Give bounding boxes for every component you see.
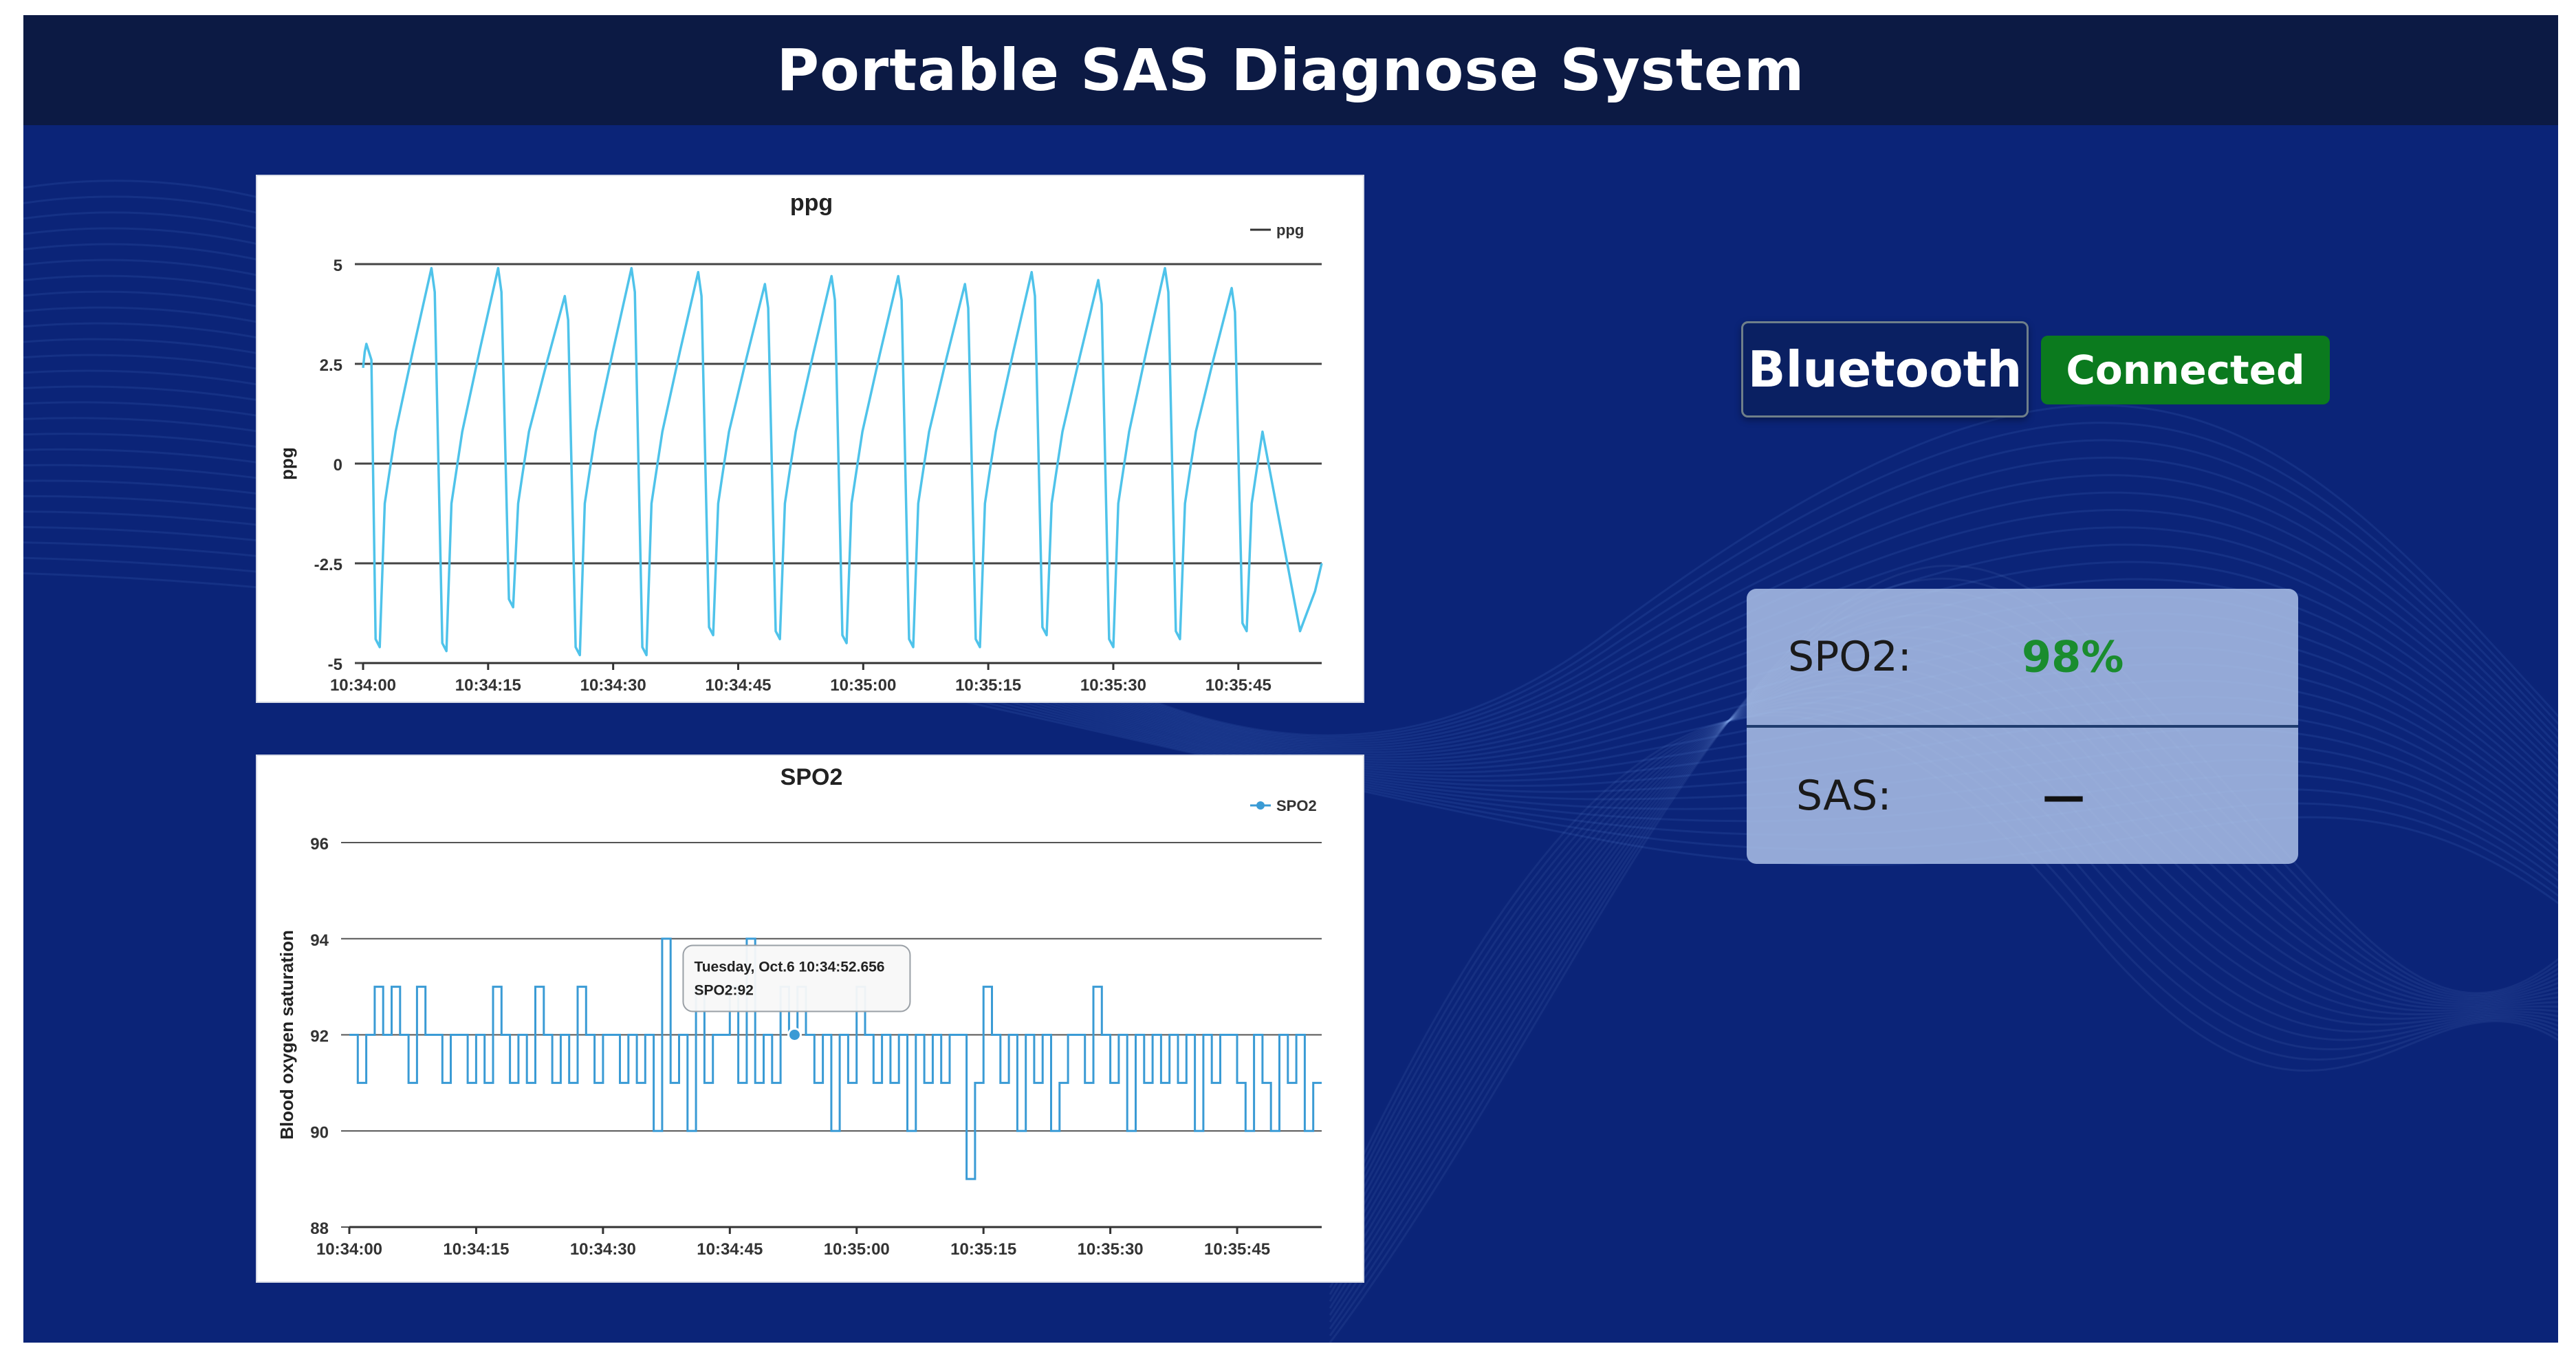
- bluetooth-button[interactable]: Bluetooth: [1741, 321, 2029, 418]
- ppg-chart-panel: ppg 5 2.5 0 -2.5 -5 10:34:00 10:34:15 10:34:30 10…: [256, 175, 1364, 703]
- ppg-series-line: [362, 267, 1323, 657]
- y-tick-label: 5: [334, 257, 342, 275]
- x-tick-label: 10:35:30: [1080, 676, 1146, 695]
- x-tick-label: 10:34:15: [455, 676, 521, 695]
- spo2-readout-value: 98%: [2022, 631, 2124, 682]
- y-tick-label: 92: [310, 1028, 329, 1046]
- sas-readout-label: SAS:: [1796, 772, 1892, 820]
- spo2-chart-panel: SPO2 96 94 92 90 88 10:34:00 10:34:15 10:34:30 10…: [256, 755, 1364, 1283]
- x-tick-label: 10:34:30: [580, 676, 646, 695]
- y-tick-label: -5: [328, 655, 342, 674]
- ppg-chart: ppg 5 2.5 0 -2.5 -5 10:34:00 10:34:15 10:34:30 10…: [276, 190, 1323, 695]
- spo2-readout-label: SPO2:: [1788, 633, 1912, 681]
- x-tick-label: 10:34:45: [705, 676, 771, 695]
- sas-readout-row: SAS: —: [1747, 728, 2298, 864]
- x-tick-label: 10:34:30: [570, 1240, 636, 1259]
- spo2-readout-row: SPO2: 98%: [1747, 589, 2298, 728]
- spo2-chart: SPO2 96 94 92 90 88 10:34:00 10:34:15 10:34:30 10…: [276, 764, 1322, 1259]
- sas-readout-value: —: [2042, 770, 2085, 821]
- connection-status-badge: Connected: [2041, 336, 2330, 404]
- chart-title: SPO2: [781, 764, 843, 790]
- y-tick-label: 94: [310, 931, 329, 950]
- readout-card: SPO2: 98% SAS: —: [1747, 589, 2298, 864]
- x-tick-label: 10:34:15: [443, 1240, 509, 1259]
- spo2-tooltip: [682, 944, 911, 1012]
- x-tick-label: 10:35:00: [824, 1240, 890, 1259]
- legend-marker: [1256, 801, 1265, 810]
- spo2-hover-point: [787, 1028, 802, 1042]
- x-tick-label: 10:34:45: [697, 1240, 763, 1259]
- x-tick-label: 10:35:00: [830, 676, 896, 695]
- x-tick-label: 10:35:15: [950, 1240, 1016, 1259]
- y-tick-label: 88: [310, 1219, 329, 1238]
- y-axis-label: Blood oxygen saturation: [276, 930, 297, 1140]
- app-title: Portable SAS Diagnose System: [776, 36, 1805, 104]
- title-bar: Portable SAS Diagnose System: [23, 15, 2558, 125]
- x-tick-label: 10:35:45: [1204, 1240, 1270, 1259]
- y-tick-label: 0: [334, 456, 342, 475]
- spo2-tooltip-value: SPO2:92: [694, 983, 753, 999]
- spo2-tooltip-date: Tuesday, Oct.6 10:34:52.656: [694, 960, 884, 975]
- x-tick-label: 10:35:30: [1078, 1240, 1144, 1259]
- y-axis-label: ppg: [276, 447, 297, 480]
- y-tick-label: 96: [310, 835, 329, 854]
- x-tick-label: 10:35:15: [955, 676, 1021, 695]
- chart-title: ppg: [790, 190, 833, 216]
- x-tick-label: 10:34:00: [316, 1240, 382, 1259]
- spo2-series-line: [349, 937, 1322, 1180]
- legend-label: SPO2: [1276, 797, 1317, 814]
- y-tick-label: 90: [310, 1123, 329, 1142]
- x-tick-label: 10:34:00: [330, 676, 396, 695]
- y-tick-label: 2.5: [320, 356, 342, 375]
- app-window: Portable SAS Diagnose System ppg 5 2.5 0 -2.…: [23, 15, 2558, 1343]
- legend-label: ppg: [1276, 221, 1304, 239]
- y-tick-label: -2.5: [314, 556, 342, 574]
- x-tick-label: 10:35:45: [1205, 676, 1271, 695]
